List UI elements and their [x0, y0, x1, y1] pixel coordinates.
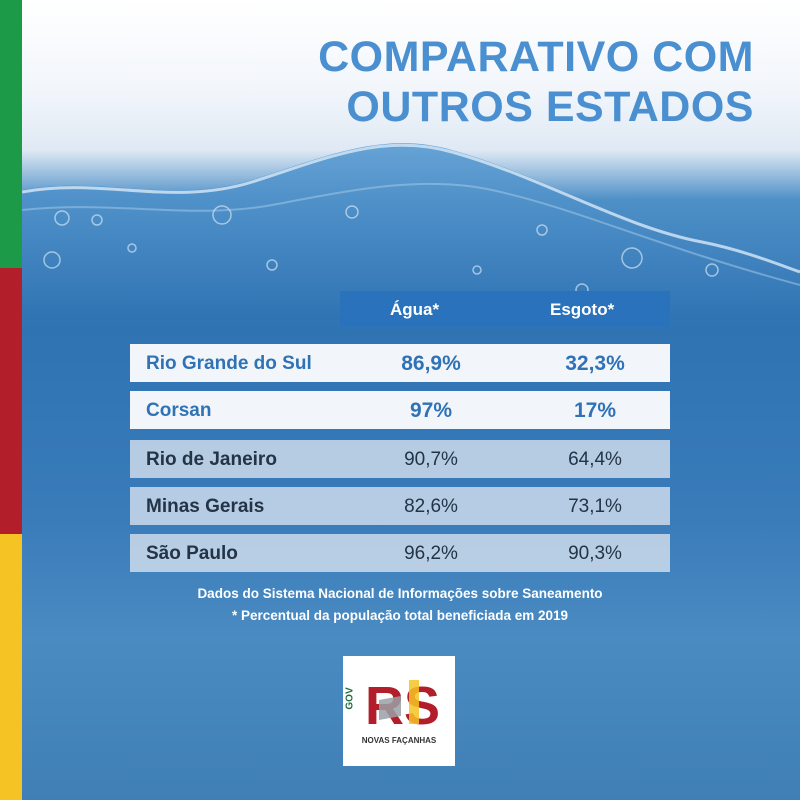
header-agua: Água* [390, 300, 440, 319]
page-title: COMPARATIVO COM OUTROS ESTADOS [318, 32, 754, 132]
row-state-name: Corsan [146, 400, 212, 421]
table-header: Água* Esgoto* [340, 291, 670, 327]
title-line-2: OUTROS ESTADOS [346, 83, 754, 131]
flag-stripe-green [0, 0, 22, 268]
source-note: Dados do Sistema Nacional de Informações… [197, 586, 603, 601]
row-agua-value: 96,2% [404, 543, 458, 564]
row-esgoto-value: 17% [573, 399, 617, 422]
table-row: Minas Gerais 82,6% 73,1% [130, 487, 670, 525]
row-esgoto-value: 32,3% [565, 352, 625, 375]
flag-stripe-yellow [0, 534, 22, 800]
footnote: * Percentual da população total benefici… [231, 608, 569, 623]
table-row: Rio Grande do Sul 86,9% 32,3% [130, 344, 670, 382]
logo-rs-letters: RS [365, 676, 440, 732]
row-state-name: São Paulo [146, 543, 238, 564]
row-esgoto-value: 64,4% [568, 449, 622, 470]
row-state-name: Rio de Janeiro [146, 449, 277, 470]
row-state-name: Rio Grande do Sul [146, 353, 312, 374]
logo-tagline: NOVAS FAÇANHAS [361, 736, 437, 745]
row-agua-value: 86,9% [401, 352, 461, 375]
water-wave-graphic [22, 143, 800, 320]
table-row: São Paulo 96,2% 90,3% [130, 534, 670, 572]
gov-rs-logo: GOV RS NOVAS FAÇANHAS [343, 656, 455, 766]
row-agua-value: 90,7% [404, 449, 458, 470]
row-agua-value: 97% [409, 399, 453, 422]
table-row: Rio de Janeiro 90,7% 64,4% [130, 440, 670, 478]
row-esgoto-value: 73,1% [568, 496, 622, 517]
row-esgoto-value: 90,3% [568, 543, 622, 564]
logo-gov-text: GOV [344, 687, 356, 710]
header-esgoto: Esgoto* [550, 300, 615, 319]
row-state-name: Minas Gerais [146, 496, 265, 517]
title-line-1: COMPARATIVO COM [318, 33, 754, 81]
table-row: Corsan 97% 17% [130, 391, 670, 429]
row-agua-value: 82,6% [404, 496, 458, 517]
flag-stripe-red [0, 268, 22, 534]
rs-logo-mark: RS [365, 676, 440, 732]
